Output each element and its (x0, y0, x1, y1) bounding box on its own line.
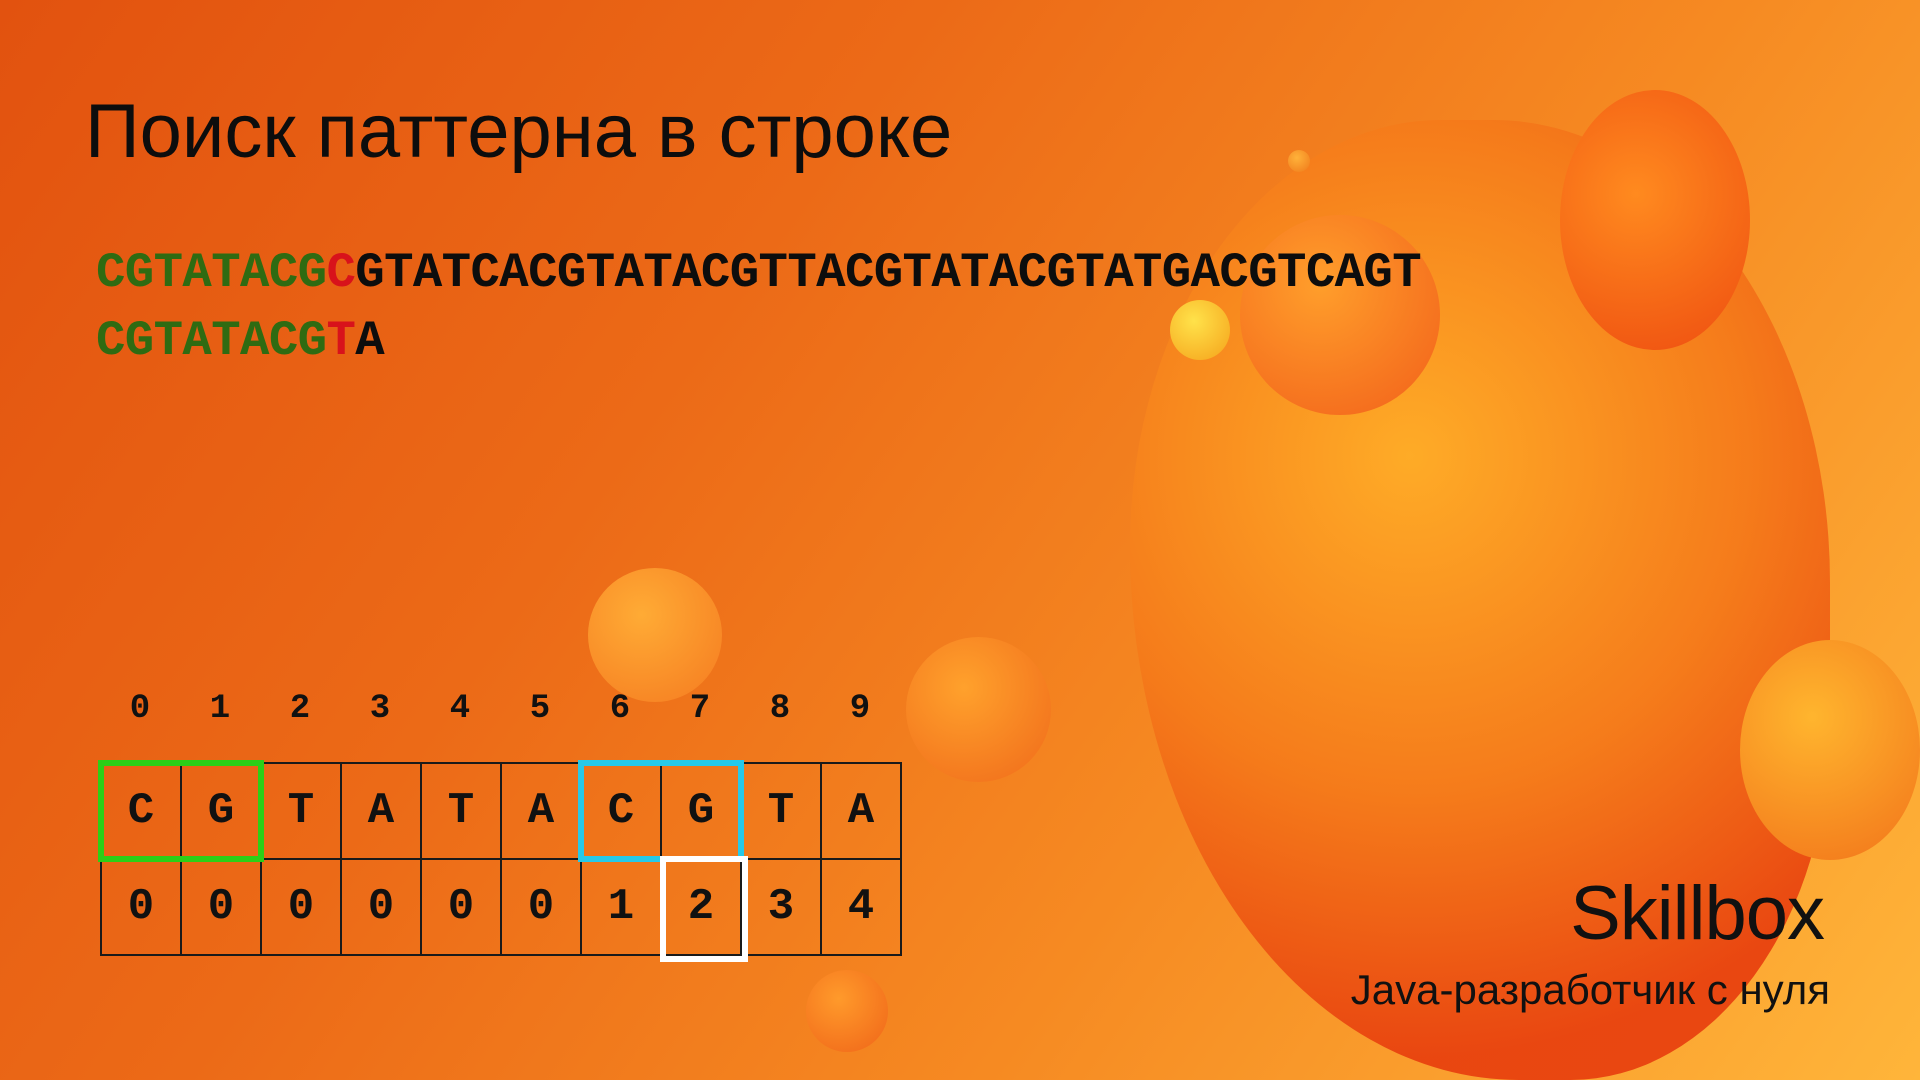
prefix-value-cell: 2 (662, 860, 742, 956)
letter-cell: A (342, 764, 422, 860)
course-name: Java-разработчик с нуля (1350, 966, 1830, 1013)
letter-cell: A (502, 764, 582, 860)
page-title: Поиск паттерна в строке (85, 89, 953, 174)
prefix-highlight-frame (98, 760, 264, 862)
suffix-highlight-frame (578, 760, 744, 862)
index-label: 2 (289, 690, 311, 728)
text-sequence: CGTATACGCGTATCACGTATACGTTACGTATACGTATGAC… (96, 245, 1422, 301)
index-label: 7 (689, 690, 711, 728)
decorative-blob (906, 637, 1051, 782)
prefix-value-cell: 4 (822, 860, 902, 956)
index-label: 3 (369, 690, 391, 728)
index-label: 8 (769, 690, 791, 728)
letter-cell: T (422, 764, 502, 860)
decorative-blob (588, 568, 722, 702)
index-label: 6 (609, 690, 631, 728)
text-mismatch-char: C (326, 245, 356, 301)
pattern-mismatch-char: T (326, 313, 356, 369)
decorative-blob (806, 970, 888, 1052)
letter-cell: G (182, 764, 262, 860)
prefix-function-table: 0 1 2 3 4 5 6 7 8 9 C G T A T A C G T A … (98, 690, 902, 962)
pattern-sequence: CGTATACGTA (96, 313, 385, 369)
decorative-blob (1240, 215, 1440, 415)
letter-cell: T (742, 764, 822, 860)
index-label: 1 (209, 690, 231, 728)
current-value-highlight-frame (660, 856, 748, 962)
index-label: 9 (849, 690, 871, 728)
index-label: 4 (449, 690, 471, 728)
letter-cell: T (262, 764, 342, 860)
text-remaining-part: GTATCACGTATACGTTACGTATACGTATGACGTCAGT (355, 245, 1422, 301)
decorative-blob (1740, 640, 1920, 860)
prefix-value-cell: 1 (582, 860, 662, 956)
prefix-value-cell: 0 (422, 860, 502, 956)
letter-cell: C (102, 764, 182, 860)
letter-cell: A (822, 764, 902, 860)
skillbox-logo: Skillbox (1570, 871, 1825, 956)
text-matched-part: CGTATACG (96, 245, 327, 301)
decorative-blob (1288, 150, 1310, 172)
pattern-table: C G T A T A C G T A 0 0 0 0 0 0 1 2 3 4 (100, 762, 902, 956)
decorative-blob (1170, 300, 1230, 360)
prefix-value-cell: 3 (742, 860, 822, 956)
prefix-value-cell: 0 (102, 860, 182, 956)
pattern-matched-part: CGTATACG (96, 313, 327, 369)
prefix-value-cell: 0 (502, 860, 582, 956)
index-label: 0 (129, 690, 151, 728)
decorative-blob (1560, 90, 1750, 350)
prefix-value-cell: 0 (182, 860, 262, 956)
index-label: 5 (529, 690, 551, 728)
prefix-value-cell: 0 (262, 860, 342, 956)
prefix-value-cell: 0 (342, 860, 422, 956)
pattern-remaining-part: A (355, 313, 385, 369)
index-row: 0 1 2 3 4 5 6 7 8 9 (100, 690, 900, 750)
